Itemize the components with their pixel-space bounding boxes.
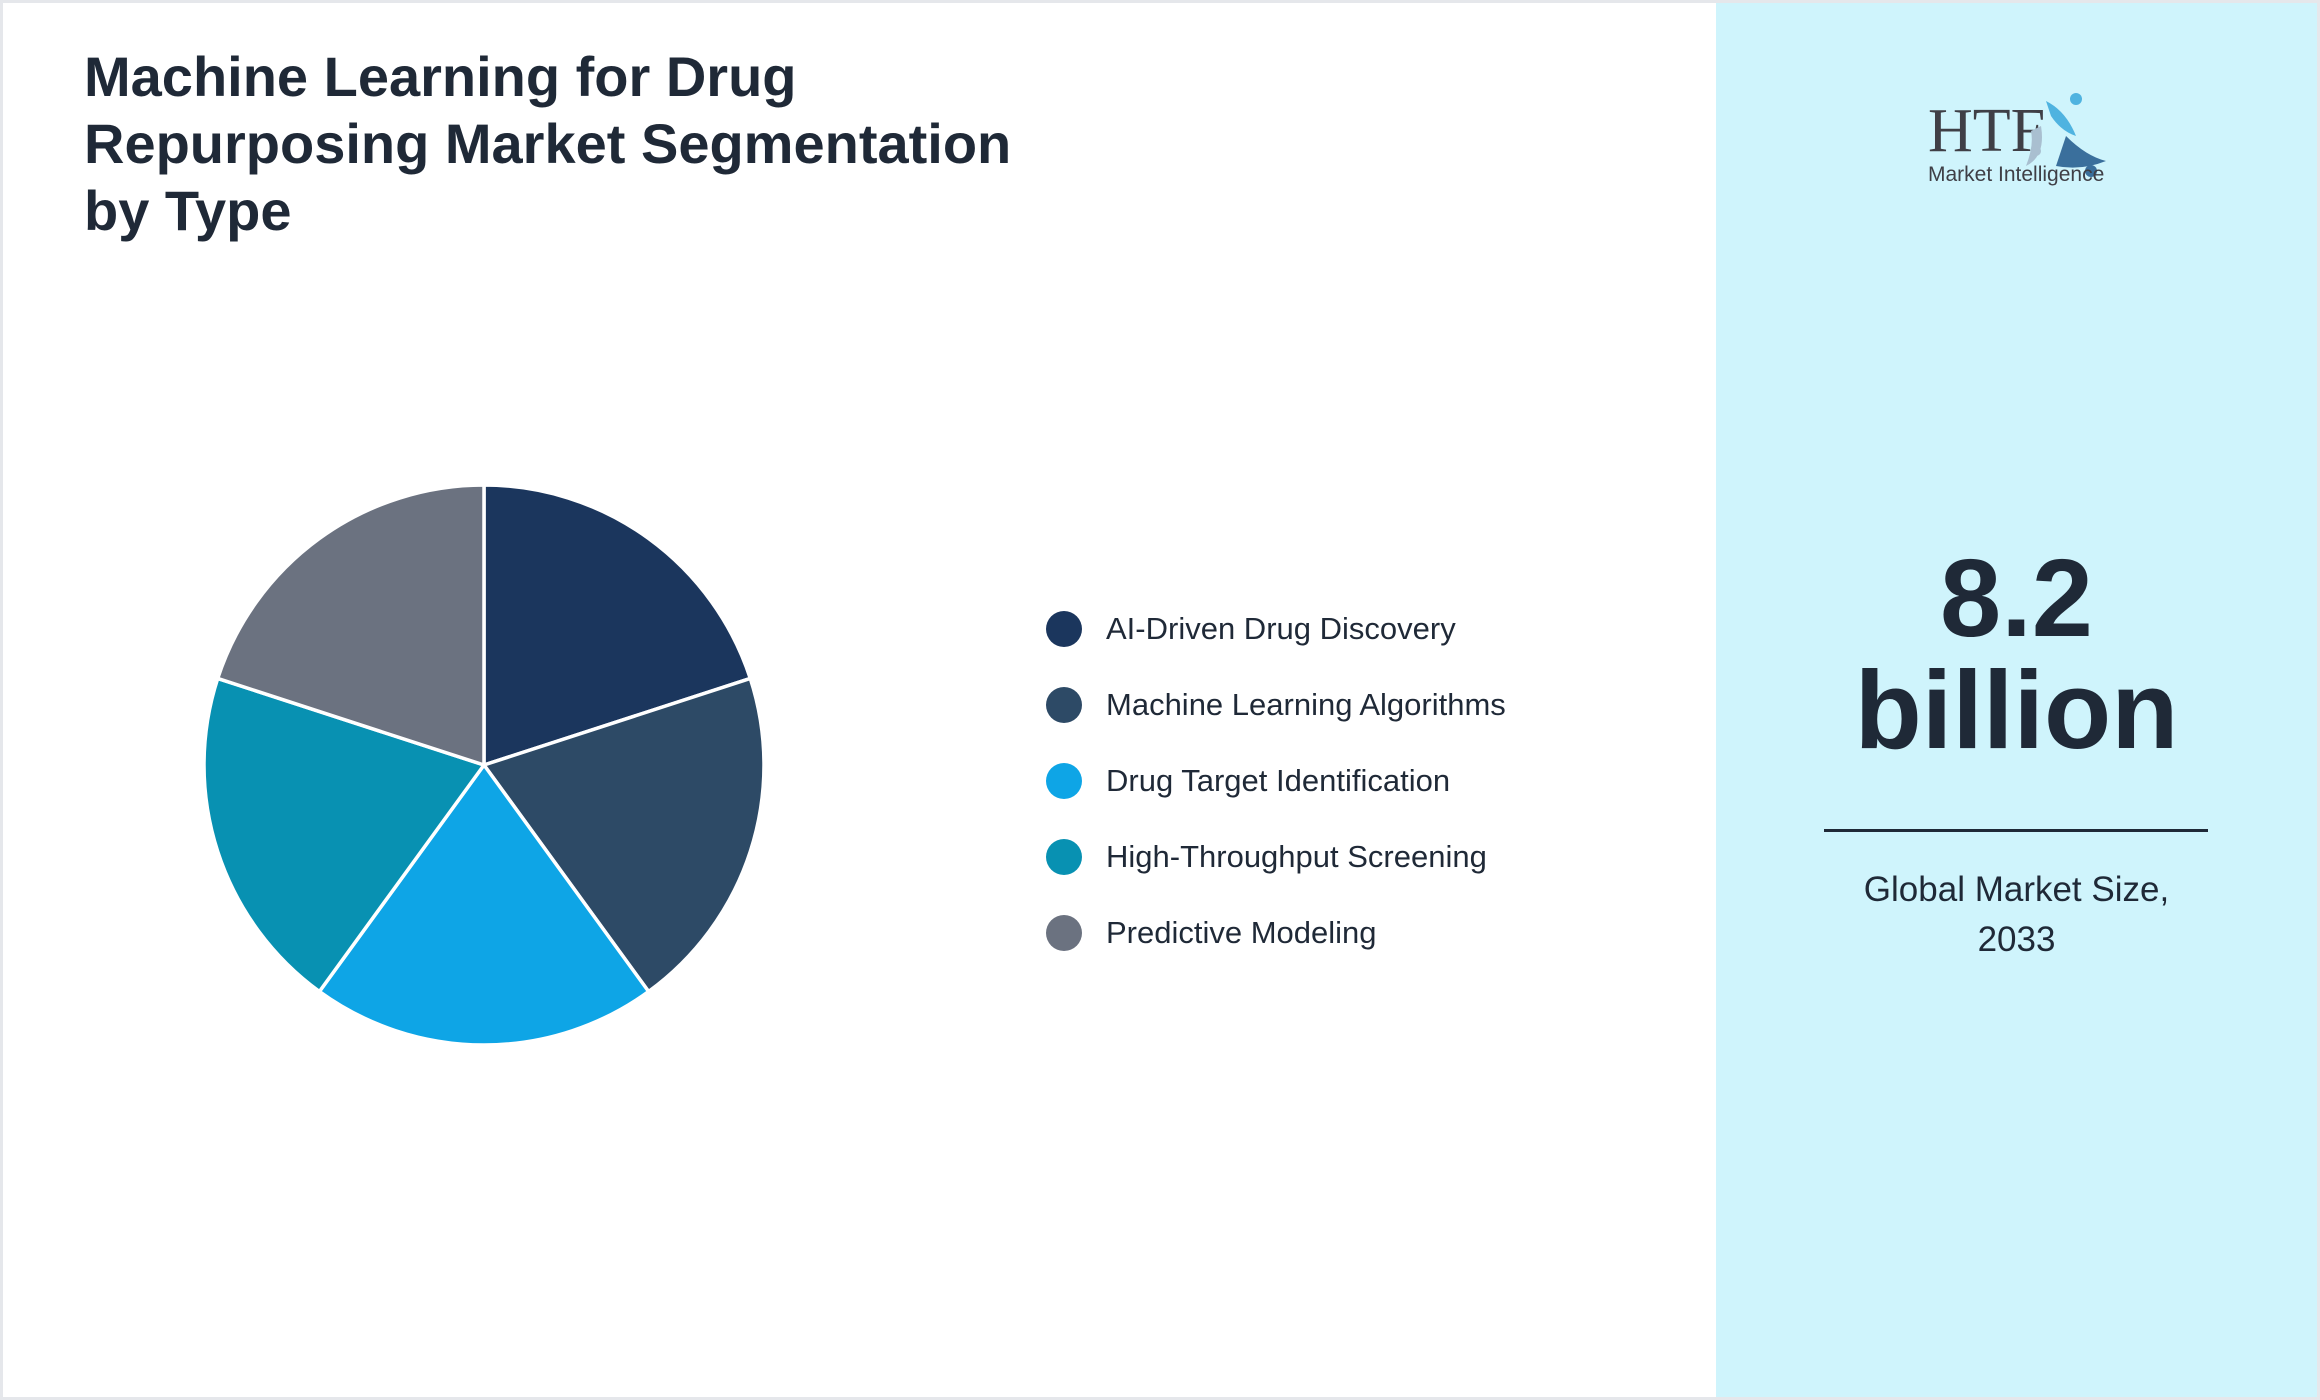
legend-swatch [1046,687,1082,723]
svg-text:Market Intelligence: Market Intelligence [1928,163,2104,186]
market-size-caption: Global Market Size, 2033 [1716,865,2317,965]
market-size-panel: HTF Market Intelligence 8.2 billion Glob… [1716,3,2317,1397]
chart-title: Machine Learning for Drug Repurposing Ma… [84,45,1012,242]
pie-chart [202,483,766,1047]
market-size-value: 8.2 billion [1716,543,2317,767]
legend-swatch [1046,611,1082,647]
legend-label: Machine Learning Algorithms [1106,687,1506,722]
pie-slice-high-throughput-screening [202,676,487,994]
value-number: 8.2 [1940,537,2093,660]
divider [1824,829,2208,832]
legend-item: Drug Target Identification [1046,743,1506,819]
legend-label: AI-Driven Drug Discovery [1106,611,1456,646]
legend-label: Drug Target Identification [1106,763,1451,798]
legend-item: AI-Driven Drug Discovery [1046,591,1506,667]
legend-swatch [1046,839,1082,875]
legend-item: Predictive Modeling [1046,895,1506,971]
infographic: Machine Learning for Drug Repurposing Ma… [3,3,2317,1397]
value-unit: billion [1854,649,2179,772]
legend-swatch [1046,915,1082,951]
htf-logo: HTF Market Intelligence [1928,93,2106,186]
pie-slice-drug-target-identification [316,762,652,1047]
pie-slice-machine-learning-algorithms [481,676,766,994]
svg-text:HTF: HTF [1928,97,2045,165]
legend: AI-Driven Drug Discovery Machine Learning… [1046,591,1506,971]
pie-slice-predictive-modeling [215,483,486,768]
caption-line-2: 2033 [1977,920,2056,959]
legend-item: High-Throughput Screening [1046,819,1506,895]
pie-slice-ai-driven-drug-discovery [482,483,753,768]
legend-swatch [1046,763,1082,799]
legend-label: High-Throughput Screening [1106,839,1487,874]
legend-item: Machine Learning Algorithms [1046,667,1506,743]
legend-label: Predictive Modeling [1106,915,1377,950]
caption-line-1: Global Market Size, [1863,870,2170,909]
